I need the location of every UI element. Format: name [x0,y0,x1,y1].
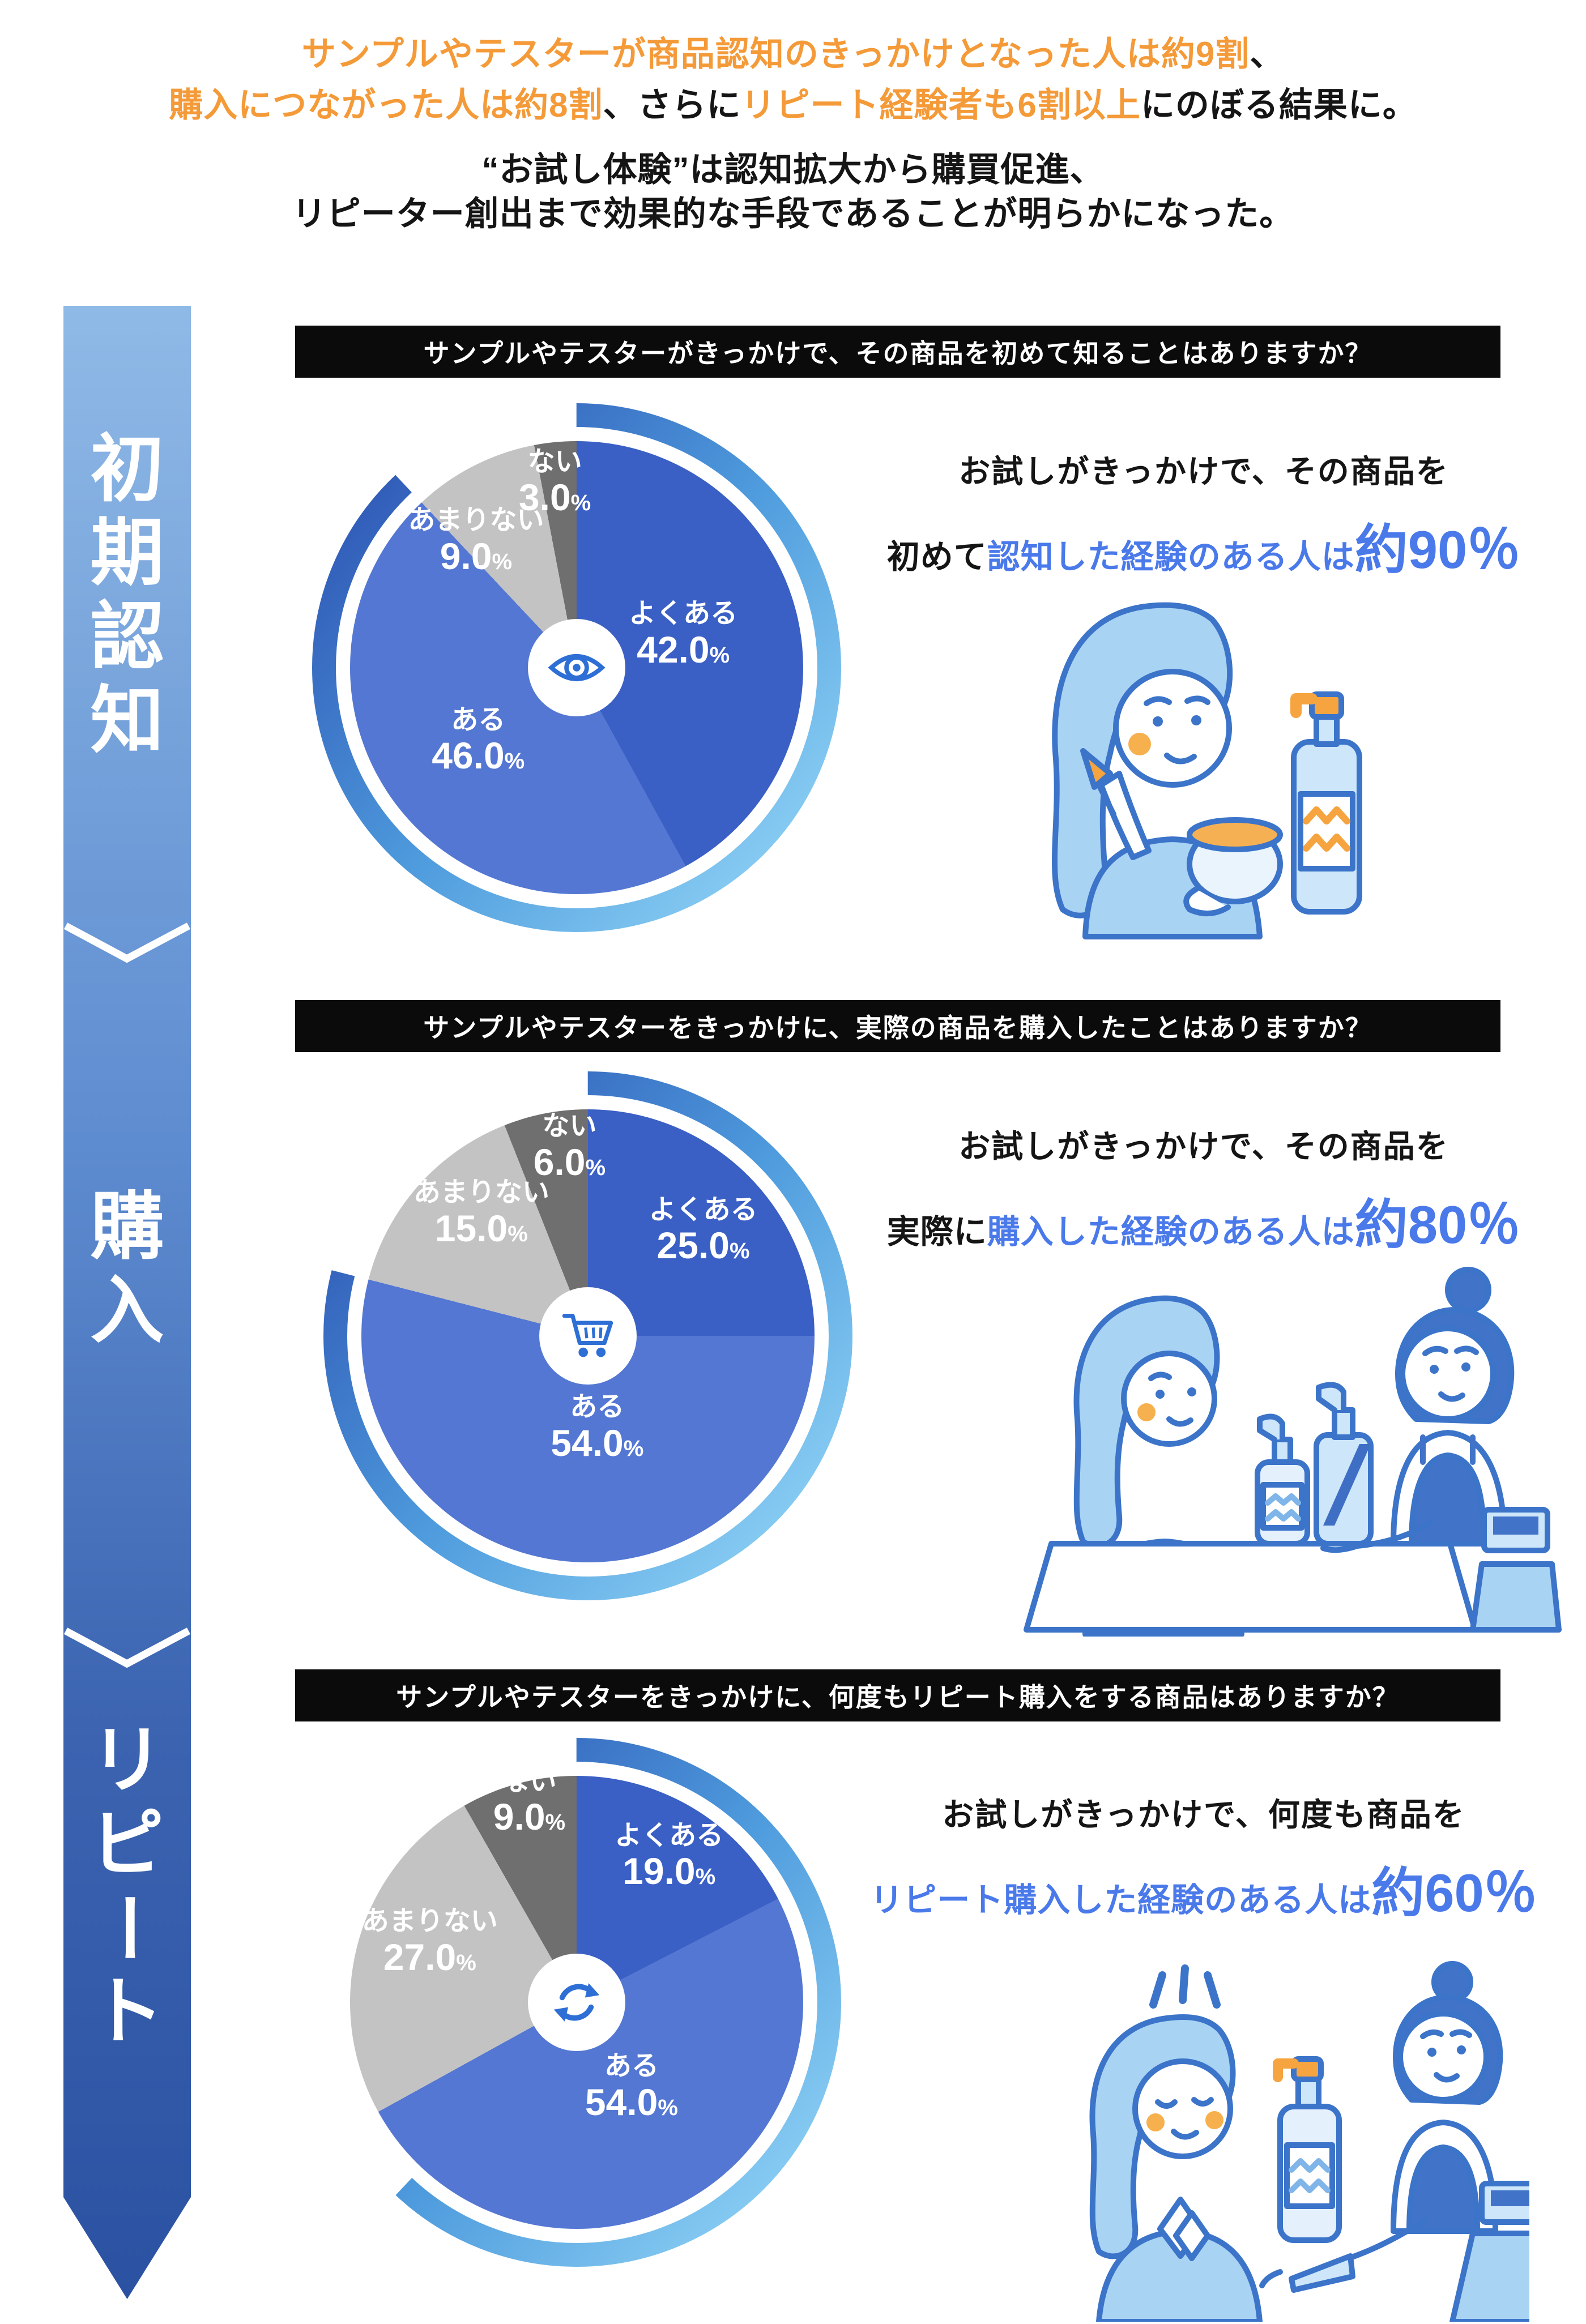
header-line-4: リピーター創出まで効果的な手段であることが明らかになった。 [292,195,1294,233]
claim-line1: お試しがきっかけで、何度も商品を [942,1797,1465,1832]
stage-label-awareness: 初期認知 [90,432,164,757]
claim-big-number: 約80％ [1354,1195,1521,1254]
claim-repeat: お試しがきっかけで、何度も商品を リピート購入した経験のある人は約60％ [838,1789,1569,1927]
claim-awareness: お試しがきっかけで、その商品を 初めて認知した経験のある人は約90％ [838,446,1569,584]
eye-icon [548,654,606,681]
claim-line1: お試しがきっかけで、その商品を [958,1129,1449,1164]
progress-ring [312,403,841,932]
claim-blue-part: 認知した経験のある人は [987,539,1355,575]
illustration-repeat-customer [940,1937,1529,2322]
stage-label-repeat: リピート [86,1719,169,2053]
cart-icon [562,1314,613,1357]
claim-big-number: 約90％ [1354,520,1521,579]
chevron-down-icon [63,922,191,963]
stage-char: ー [86,1890,169,1965]
pie-chart-purchase: よくある 25.0% ある 54.0% あまりない 15.0% ない 6.0% [316,1064,860,1608]
pie-center-badge [539,1287,637,1385]
header-line-3: “お試し体験”は認知拡大から購買促進、 [481,151,1105,189]
header-line2-orange1: 購入につながった人は約8割 [169,86,603,124]
claim-line2: 実際に購入した経験のある人は約80％ [838,1182,1569,1259]
chevron-down-icon [63,1627,191,1668]
claim-line1: お試しがきっかけで、その商品を [958,454,1449,489]
stage-arrow-banner: 初期認知 購入 リピート [63,306,191,2299]
claim-black-part: 初めて [886,539,987,575]
header-line2-black2: にのぼる結果に。 [1140,86,1417,124]
claim-line2: リピート購入した経験のある人は約60％ [838,1850,1569,1927]
stage-char: 初 [90,428,164,510]
stage-label-purchase: 購入 [90,1190,164,1347]
pie-chart-awareness: よくある 42.0% ある 46.0% あまりない 9.0% ない 3.0% [305,396,849,939]
claim-blue-part: リピート購入した経験のある人は [870,1882,1372,1919]
question-banner-purchase: サンプルやテスターをきっかけに、実際の商品を購入したことはありますか？ [295,1000,1500,1052]
stage-char: ピ [90,1802,164,1885]
claim-black-part: 実際に [886,1214,987,1250]
header-line2-black1: 、さらに [603,86,741,124]
stage-char: リ [90,1719,164,1801]
stage-char: 購 [90,1185,164,1268]
progress-ring [312,1738,841,2267]
header-line1-orange: サンプルやテスターが商品認知のきっかけとなった人は約9割 [301,35,1250,73]
claim-purchase: お試しがきっかけで、その商品を 実際に購入した経験のある人は約80％ [838,1121,1569,1259]
header-line-2: 購入につながった人は約8割、さらにリピート経験者も6割以上にのぼる結果に。 [0,84,1586,127]
stage-char: ト [90,1970,164,2053]
pie-center-badge [528,1954,625,2051]
pie-center-badge [528,619,625,716]
stage-char: 期 [90,511,164,594]
stage-char: 認 [90,595,164,678]
repeat-icon [553,1983,600,2022]
illustration-checkout-purchase [918,1240,1563,1637]
question-banner-awareness: サンプルやテスターがきっかけで、その商品を初めて知ることはありますか？ [295,326,1500,378]
header-line1-black: 、 [1250,35,1285,73]
illustration-trying-sample [952,572,1388,940]
question-banner-repeat: サンプルやテスターをきっかけに、何度もリピート購入をする商品はありますか？ [295,1669,1500,1721]
stage-char: 知 [90,679,164,762]
header-line-1: サンプルやテスターが商品認知のきっかけとなった人は約9割、 [0,33,1586,76]
progress-ring [323,1071,852,1600]
header-line2-orange2: リピート経験者も6割以上 [741,86,1141,124]
stage-char: 入 [90,1269,164,1352]
claim-big-number: 約60％ [1371,1863,1537,1923]
pie-chart-repeat: よくある 19.0% ある 54.0% あまりない 27.0% ない 9.0% [305,1731,849,2274]
claim-blue-part: 購入した経験のある人は [987,1214,1355,1250]
claim-line2: 初めて認知した経験のある人は約90％ [838,507,1569,584]
